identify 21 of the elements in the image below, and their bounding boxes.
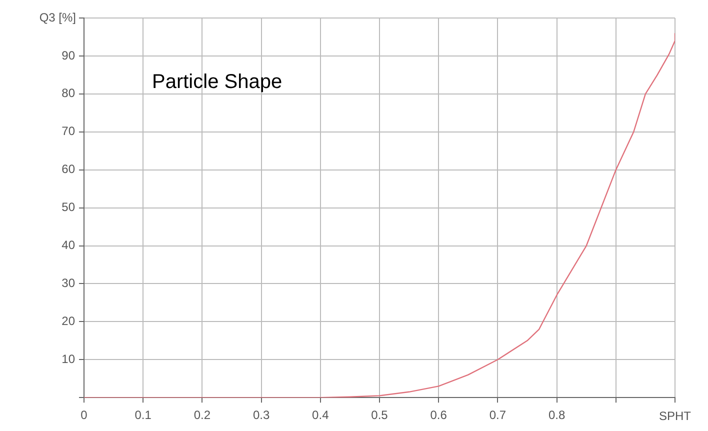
y-tick-label: 10 (62, 352, 76, 366)
x-tick-label: 0.1 (134, 408, 152, 422)
x-tick-label: 0 (80, 408, 88, 422)
y-tick-label: 70 (62, 124, 76, 138)
x-tick-label: 0.6 (430, 408, 448, 422)
x-tick-label: 0.7 (489, 408, 506, 422)
y-tick-label: 80 (62, 86, 76, 100)
y-tick-label: 50 (62, 200, 76, 214)
y-tick-label: 90 (62, 48, 76, 62)
text: Particle Shape (152, 71, 282, 94)
y-axis-title: Q3 [%] (39, 10, 76, 24)
x-axis-title: SPHT (658, 408, 692, 423)
y-tick-label: 60 (62, 162, 76, 176)
y-tick-label: 30 (62, 276, 76, 290)
x-tick-label: 0.3 (252, 408, 270, 422)
x-tick-label: 0.8 (548, 408, 566, 422)
y-tick-label: 20 (62, 314, 76, 328)
x-tick-label: 0.4 (312, 408, 330, 422)
x-tick-label: 0.2 (194, 408, 211, 422)
x-tick-label: 0.5 (371, 408, 388, 422)
y-tick-label: 40 (62, 238, 76, 252)
